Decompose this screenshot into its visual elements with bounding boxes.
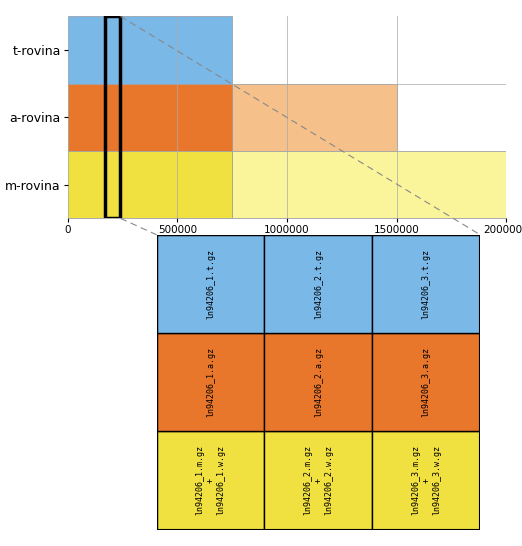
Text: ln94206_1.a.gz: ln94206_1.a.gz	[206, 347, 215, 417]
Text: ln94206_1.m.gz
+
ln94206_1.w.gz: ln94206_1.m.gz + ln94206_1.w.gz	[196, 446, 226, 515]
Bar	[232, 151, 506, 218]
Bar	[265, 431, 372, 530]
Text: ln94206_3.t.gz: ln94206_3.t.gz	[422, 249, 431, 319]
Bar	[372, 431, 480, 530]
Bar	[372, 333, 480, 431]
Bar	[105, 16, 121, 218]
Text: ln94206_3.a.gz: ln94206_3.a.gz	[422, 347, 431, 417]
Bar	[265, 333, 372, 431]
Bar	[157, 333, 265, 431]
Bar	[68, 16, 232, 84]
Bar	[157, 431, 265, 530]
Bar	[157, 235, 265, 333]
Text: ln94206_1.t.gz: ln94206_1.t.gz	[206, 249, 215, 319]
Text: ln94206_2.m.gz
+
ln94206_2.w.gz: ln94206_2.m.gz + ln94206_2.w.gz	[303, 446, 334, 515]
Bar	[68, 151, 232, 218]
X-axis label: slovní jednotky: slovní jednotky	[240, 241, 334, 254]
Text: ln94206_2.a.gz: ln94206_2.a.gz	[314, 347, 323, 417]
Text: ln94206_3.m.gz
+
ln94206_3.w.gz: ln94206_3.m.gz + ln94206_3.w.gz	[411, 446, 441, 515]
Bar	[265, 235, 372, 333]
Bar	[68, 84, 232, 151]
Bar	[232, 84, 397, 151]
Text: ln94206_2.t.gz: ln94206_2.t.gz	[314, 249, 323, 319]
Bar	[372, 235, 480, 333]
